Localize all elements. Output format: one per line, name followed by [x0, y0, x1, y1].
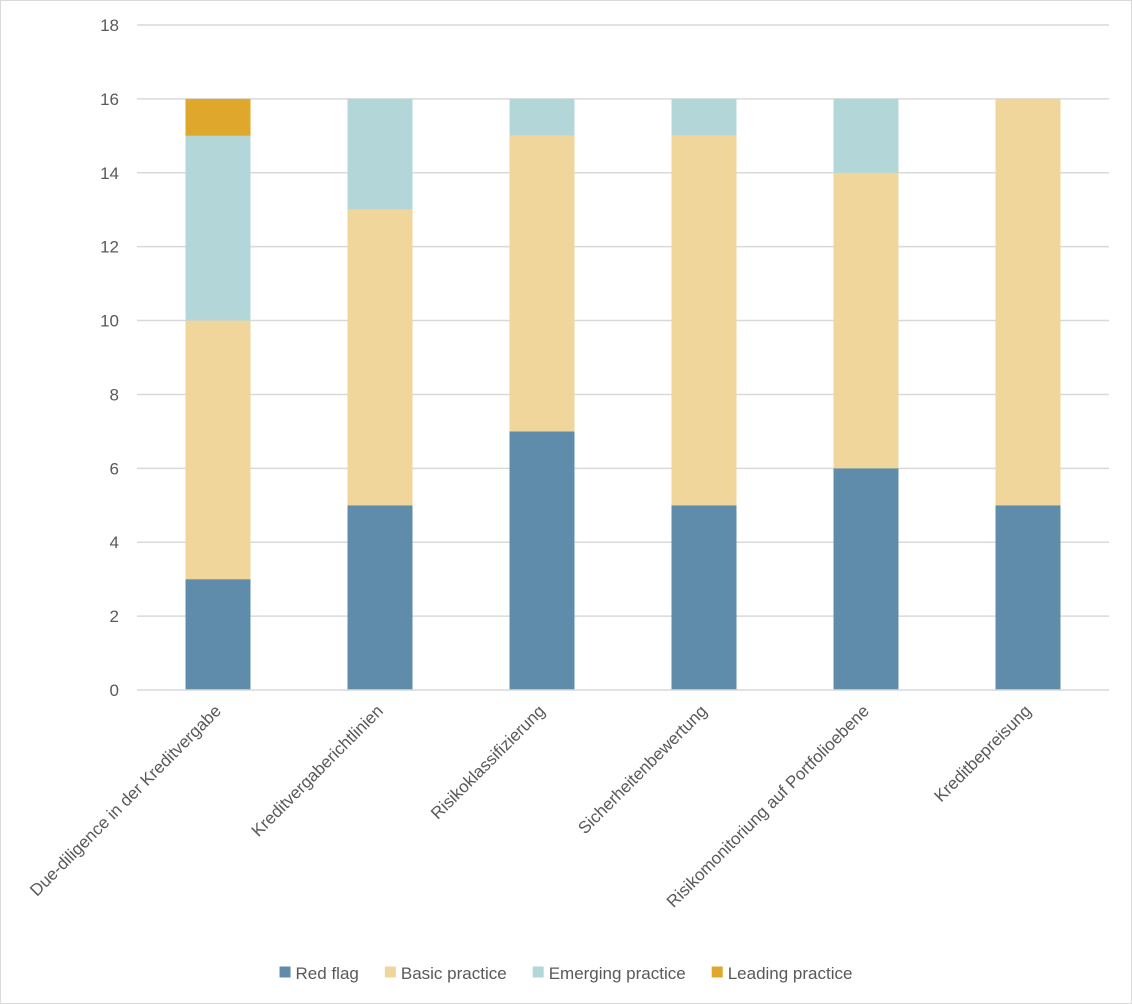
y-tick-label: 2 — [110, 607, 119, 626]
y-tick-label: 0 — [110, 681, 119, 700]
legend-label: Leading practice — [728, 964, 853, 983]
y-tick-label: 10 — [100, 312, 119, 331]
bar-segment — [347, 209, 413, 506]
bar-segment — [833, 172, 899, 469]
bar-segment — [509, 431, 575, 690]
legend-item: Leading practice — [711, 964, 853, 983]
bar-segment — [833, 468, 899, 690]
x-axis-category-labels: Due-diligence in der Kreditvergabe Kredit… — [26, 701, 1035, 911]
legend-label: Red flag — [296, 964, 359, 983]
y-tick-label: 4 — [110, 533, 119, 552]
bars — [185, 98, 1061, 690]
legend-label: Emerging practice — [549, 964, 686, 983]
x-category-label: Kreditbepreisung — [931, 701, 1035, 805]
gridlines — [137, 24, 1109, 617]
y-tick-label: 6 — [110, 459, 119, 478]
bar-segment — [185, 320, 251, 580]
x-category-label: Risikoklassifizierung — [427, 701, 549, 823]
bar-segment — [185, 135, 251, 321]
legend-item: Emerging practice — [532, 964, 686, 983]
legend-swatch — [279, 966, 291, 978]
legend-item: Basic practice — [384, 964, 507, 983]
bar-segment — [185, 579, 251, 690]
x-category-label: Due-diligence in der Kreditvergabe — [26, 701, 225, 900]
legend: Red flag Basic practice Emerging practice L… — [279, 964, 853, 983]
legend-swatch — [711, 966, 723, 978]
x-category-label: Risikomonitoriung auf Portfolioebene — [663, 701, 873, 911]
legend-swatch — [384, 966, 396, 978]
bar-segment — [671, 505, 737, 690]
bar-segment — [995, 505, 1061, 690]
bar-segment — [671, 135, 737, 506]
y-tick-label: 8 — [110, 385, 119, 404]
bar-segment — [509, 135, 575, 432]
bar-segment — [347, 505, 413, 690]
y-tick-label: 18 — [100, 16, 119, 35]
y-axis-tick-labels: 0 2 4 6 8 10 12 14 16 18 — [100, 16, 119, 700]
legend-swatch — [532, 966, 544, 978]
bar-segment — [509, 98, 575, 136]
legend-item: Red flag — [279, 964, 359, 983]
x-category-label: Sicherheitenbewertung — [574, 701, 710, 837]
bar-segment — [347, 98, 413, 210]
bar-segment — [995, 98, 1061, 506]
bar-segment — [185, 98, 251, 136]
y-tick-label: 12 — [100, 238, 119, 257]
bar-segment — [833, 98, 899, 173]
legend-label: Basic practice — [401, 964, 507, 983]
bar-segment — [671, 98, 737, 136]
y-tick-label: 14 — [100, 164, 119, 183]
x-category-label: Kreditvergaberichtlinien — [248, 701, 387, 840]
y-tick-label: 16 — [100, 90, 119, 109]
